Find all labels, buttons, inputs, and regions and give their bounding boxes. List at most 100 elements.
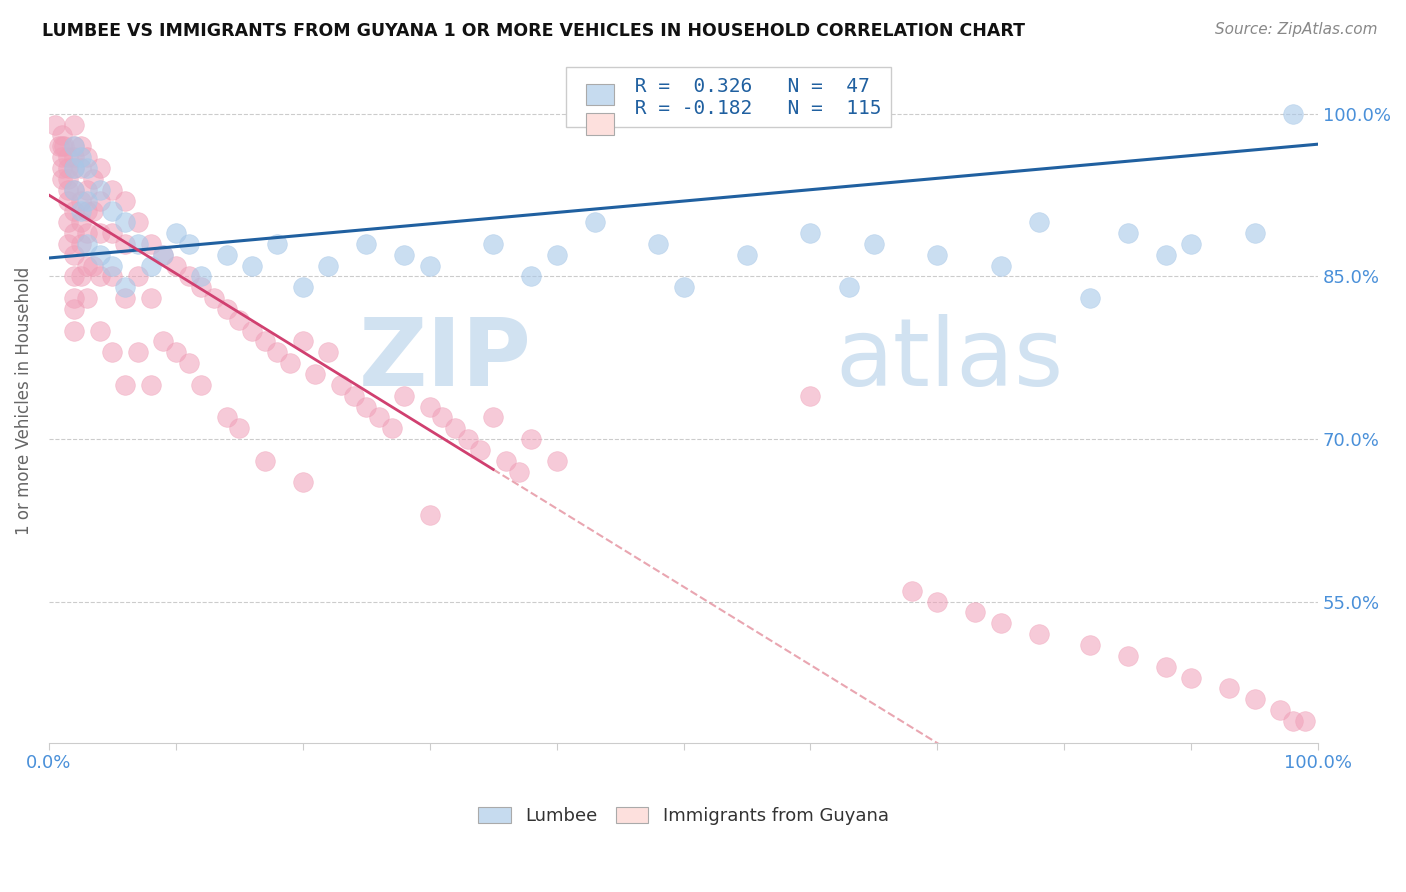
Point bbox=[69, 204, 91, 219]
Point bbox=[56, 215, 79, 229]
Point bbox=[69, 269, 91, 284]
Point bbox=[63, 301, 86, 316]
Point bbox=[56, 150, 79, 164]
Point bbox=[127, 269, 149, 284]
Point bbox=[799, 389, 821, 403]
Point bbox=[990, 616, 1012, 631]
Point bbox=[127, 236, 149, 251]
Point bbox=[44, 118, 66, 132]
Point bbox=[63, 183, 86, 197]
Point bbox=[177, 356, 200, 370]
Point bbox=[63, 248, 86, 262]
Point bbox=[215, 410, 238, 425]
Point bbox=[63, 139, 86, 153]
Point bbox=[240, 259, 263, 273]
Point bbox=[1268, 703, 1291, 717]
Point bbox=[838, 280, 860, 294]
Point bbox=[63, 161, 86, 175]
Point bbox=[139, 377, 162, 392]
Text: LUMBEE VS IMMIGRANTS FROM GUYANA 1 OR MORE VEHICLES IN HOUSEHOLD CORRELATION CHA: LUMBEE VS IMMIGRANTS FROM GUYANA 1 OR MO… bbox=[42, 22, 1025, 40]
Point bbox=[69, 161, 91, 175]
Point bbox=[101, 269, 124, 284]
Point bbox=[444, 421, 467, 435]
Point bbox=[89, 248, 111, 262]
Point bbox=[139, 236, 162, 251]
Point bbox=[799, 226, 821, 240]
Point bbox=[735, 248, 758, 262]
Point bbox=[419, 259, 441, 273]
Point bbox=[165, 259, 187, 273]
Point bbox=[990, 259, 1012, 273]
Point bbox=[470, 442, 492, 457]
Point bbox=[76, 259, 98, 273]
Point bbox=[89, 194, 111, 208]
Text: R =  0.326   N =  47
     R = -0.182   N =  115: R = 0.326 N = 47 R = -0.182 N = 115 bbox=[575, 77, 882, 118]
Point bbox=[152, 248, 174, 262]
Y-axis label: 1 or more Vehicles in Household: 1 or more Vehicles in Household bbox=[15, 267, 32, 535]
Point bbox=[1116, 648, 1139, 663]
Point bbox=[482, 410, 505, 425]
Point bbox=[76, 236, 98, 251]
Point bbox=[1180, 236, 1202, 251]
Point bbox=[253, 334, 276, 349]
Point bbox=[63, 226, 86, 240]
Point bbox=[1116, 226, 1139, 240]
Point bbox=[76, 204, 98, 219]
Point bbox=[546, 248, 568, 262]
Point bbox=[89, 269, 111, 284]
Point bbox=[291, 475, 314, 490]
Point bbox=[56, 236, 79, 251]
Point bbox=[863, 236, 886, 251]
Point bbox=[69, 150, 91, 164]
Point bbox=[432, 410, 454, 425]
Point bbox=[89, 324, 111, 338]
Point bbox=[56, 161, 79, 175]
Point bbox=[139, 259, 162, 273]
Point bbox=[672, 280, 695, 294]
Point bbox=[101, 226, 124, 240]
Point bbox=[165, 345, 187, 359]
Point bbox=[1028, 627, 1050, 641]
Point bbox=[316, 345, 339, 359]
Point bbox=[89, 161, 111, 175]
Point bbox=[69, 215, 91, 229]
Point bbox=[240, 324, 263, 338]
Point bbox=[266, 345, 288, 359]
Point bbox=[1243, 226, 1265, 240]
Point bbox=[1028, 215, 1050, 229]
Point bbox=[356, 400, 378, 414]
Point bbox=[76, 150, 98, 164]
Point bbox=[51, 150, 73, 164]
Point bbox=[76, 183, 98, 197]
Legend: Lumbee, Immigrants from Guyana: Lumbee, Immigrants from Guyana bbox=[471, 799, 896, 832]
Point bbox=[51, 128, 73, 143]
Point bbox=[495, 454, 517, 468]
FancyBboxPatch shape bbox=[586, 84, 614, 105]
Point bbox=[965, 606, 987, 620]
Point bbox=[520, 269, 543, 284]
Point bbox=[114, 291, 136, 305]
Point bbox=[63, 204, 86, 219]
Point bbox=[394, 389, 416, 403]
Point bbox=[56, 183, 79, 197]
Point bbox=[215, 248, 238, 262]
Point bbox=[457, 432, 479, 446]
Point bbox=[1154, 248, 1177, 262]
Point bbox=[1078, 638, 1101, 652]
Point bbox=[101, 204, 124, 219]
Text: ZIP: ZIP bbox=[359, 314, 531, 406]
Point bbox=[1218, 681, 1240, 696]
FancyBboxPatch shape bbox=[586, 113, 614, 135]
Point bbox=[291, 334, 314, 349]
Point bbox=[51, 172, 73, 186]
Point bbox=[1294, 714, 1316, 728]
Point bbox=[1243, 692, 1265, 706]
Point bbox=[63, 183, 86, 197]
Point bbox=[228, 421, 250, 435]
Point bbox=[1281, 107, 1303, 121]
Point bbox=[82, 204, 104, 219]
Point bbox=[63, 161, 86, 175]
Point bbox=[139, 291, 162, 305]
Point bbox=[165, 226, 187, 240]
Point bbox=[508, 465, 530, 479]
